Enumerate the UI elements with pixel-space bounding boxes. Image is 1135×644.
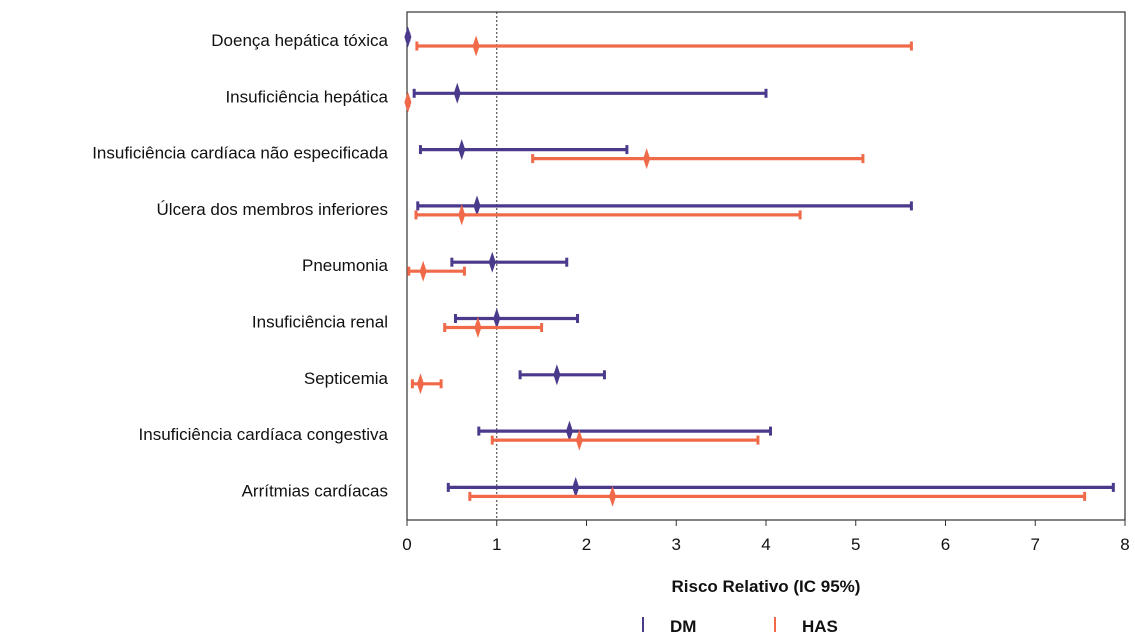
point-estimate-marker <box>473 195 481 217</box>
x-axis-title: Risco Relativo (IC 95%) <box>672 577 861 596</box>
point-estimate-marker <box>474 317 482 338</box>
series-has <box>404 35 1087 507</box>
category-labels: Doença hepática tóxica Insuficiência hepá… <box>92 31 388 500</box>
point-estimate-marker <box>453 82 461 104</box>
point-estimate-marker <box>493 308 501 329</box>
series-layer <box>404 26 1115 507</box>
point-estimate-marker <box>458 139 466 161</box>
x-tick-label: 4 <box>761 535 770 554</box>
x-tick-label: 2 <box>582 535 591 554</box>
x-tick-label: 1 <box>492 535 501 554</box>
x-tick-label: 3 <box>672 535 681 554</box>
x-tick-label: 5 <box>851 535 860 554</box>
category-label: Insuficiência cardíaca congestiva <box>139 425 389 444</box>
legend-label-dm: DM <box>670 617 696 636</box>
x-tick-label: 6 <box>941 535 950 554</box>
point-estimate-marker <box>419 260 427 282</box>
plot-area <box>406 11 1126 521</box>
x-axis: 0 1 2 3 4 5 6 7 8 <box>402 520 1130 554</box>
point-estimate-marker <box>488 251 496 273</box>
category-label: Pneumonia <box>302 256 389 275</box>
point-estimate-marker <box>565 420 573 442</box>
point-estimate-marker <box>472 35 480 57</box>
x-tick-label: 8 <box>1120 535 1129 554</box>
x-tick-label: 0 <box>402 535 411 554</box>
legend-label-has: HAS <box>802 617 838 636</box>
point-estimate-marker <box>643 148 651 170</box>
x-tick-label: 7 <box>1031 535 1040 554</box>
category-label: Úlcera dos membros inferiores <box>157 200 388 219</box>
category-label: Doença hepática tóxica <box>211 31 388 50</box>
point-estimate-marker <box>609 485 617 507</box>
category-label: Septicemia <box>304 369 389 388</box>
category-label: Insuficiência renal <box>252 313 388 332</box>
point-estimate-marker <box>458 204 466 226</box>
point-estimate-marker <box>575 429 583 451</box>
legend: DM HAS <box>642 617 838 636</box>
point-estimate-marker <box>404 91 412 113</box>
category-label: Arrítmias cardíacas <box>242 481 388 500</box>
series-dm <box>404 26 1115 498</box>
category-label: Insuficiência cardíaca não especificada <box>92 144 388 163</box>
point-estimate-marker <box>553 364 561 386</box>
point-estimate-marker <box>404 26 412 48</box>
plot-frame <box>406 11 1126 521</box>
category-label: Insuficiência hepática <box>225 87 388 106</box>
point-estimate-marker <box>416 373 424 395</box>
point-estimate-marker <box>572 476 580 498</box>
